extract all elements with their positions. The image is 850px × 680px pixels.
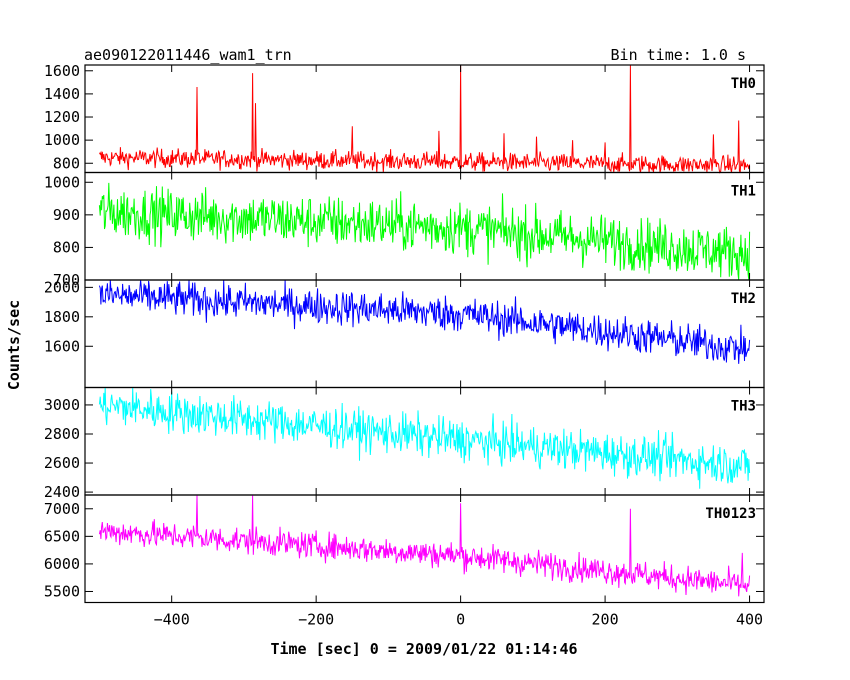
xtick-label-400: 400	[736, 611, 763, 629]
series-th0	[98, 64, 751, 174]
xtick-label-200: 200	[592, 611, 619, 629]
ytick-label-th0123-6500: 6500	[44, 527, 80, 545]
series-th2	[98, 279, 751, 364]
ytick-label-th3-2800: 2800	[44, 425, 80, 443]
ytick-label-th2-2000: 2000	[44, 278, 80, 296]
ytick-label-th0123-6000: 6000	[44, 555, 80, 573]
ytick-label-th3-2400: 2400	[44, 483, 80, 501]
xtick-label--200: −200	[298, 611, 334, 629]
ytick-label-th0123-5500: 5500	[44, 582, 80, 600]
xtick-label-0: 0	[456, 611, 465, 629]
x-axis-label: Time [sec] 0 = 2009/01/22 01:14:46	[270, 640, 577, 658]
series-th0123	[98, 494, 751, 597]
ytick-label-th1-700: 700	[53, 271, 80, 289]
ytick-label-th0-1000: 1000	[44, 131, 80, 149]
series-th3	[98, 387, 751, 489]
ytick-label-th3-3000: 3000	[44, 396, 80, 414]
ytick-label-th0-800: 800	[53, 154, 80, 172]
ytick-label-th1-1000: 1000	[44, 173, 80, 191]
panel-name-th3: TH3	[731, 399, 756, 415]
xtick-label--400: −400	[154, 611, 190, 629]
ytick-label-th0-1400: 1400	[44, 85, 80, 103]
ytick-label-th2-1600: 1600	[44, 337, 80, 355]
panel-name-th0: TH0	[731, 76, 756, 92]
chart-title: ae090122011446_wam1_trn	[84, 46, 292, 64]
panel-frame-th0123	[84, 494, 765, 604]
ytick-label-th2-1800: 1800	[44, 308, 80, 326]
panel-frame-th2	[84, 279, 765, 389]
ytick-label-th3-2600: 2600	[44, 454, 80, 472]
y-axis-label: Counts/sec	[5, 300, 23, 390]
panel-name-th1: TH1	[731, 184, 756, 200]
ytick-label-th0-1200: 1200	[44, 108, 80, 126]
series-th1	[98, 182, 751, 281]
panel-name-th2: TH2	[731, 291, 756, 307]
panel-name-th0123: TH0123	[705, 506, 756, 522]
ytick-label-th0123-7000: 7000	[44, 500, 80, 518]
panels-group: 8001000120014001600TH07008009001000TH116…	[44, 62, 765, 629]
bin-time-label: Bin time: 1.0 s	[611, 46, 746, 64]
ytick-label-th0-1600: 1600	[44, 62, 80, 80]
ytick-label-th1-900: 900	[53, 206, 80, 224]
ytick-label-th1-800: 800	[53, 238, 80, 256]
